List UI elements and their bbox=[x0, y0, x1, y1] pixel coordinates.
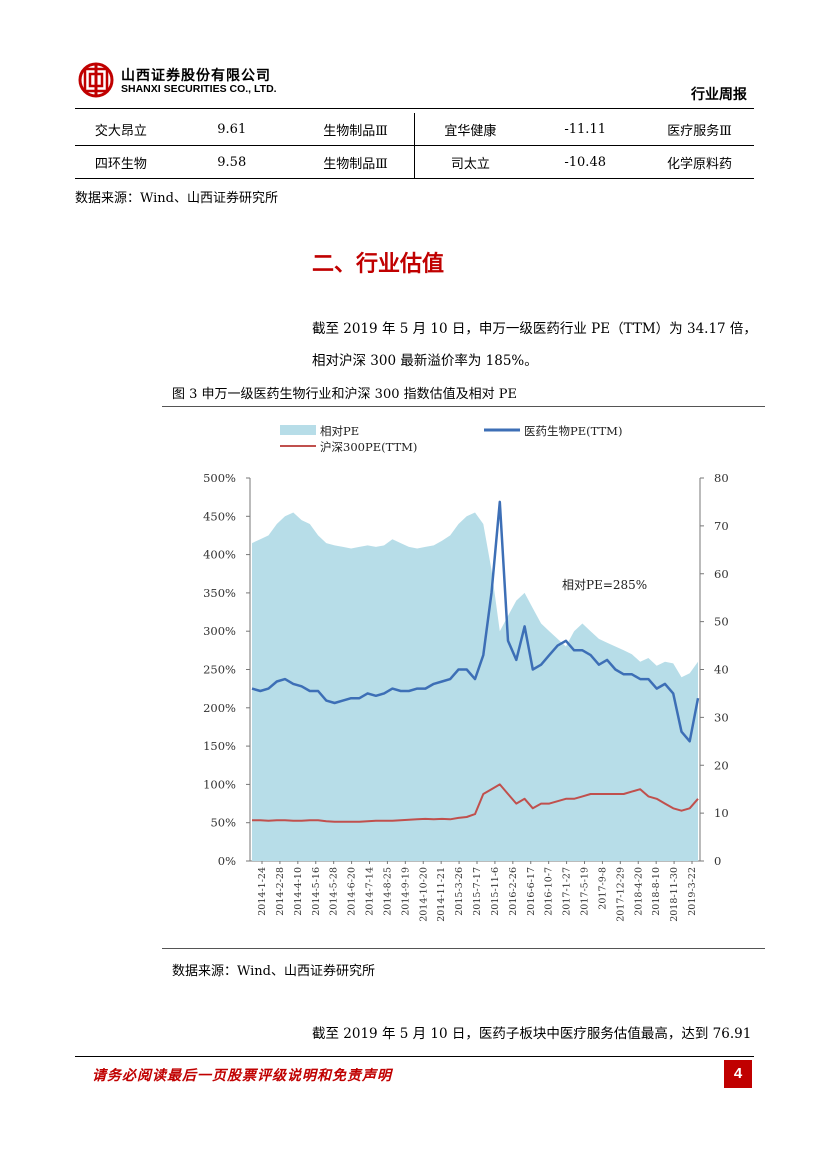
table-cell: 交大昂立 bbox=[94, 123, 147, 139]
y-right-tick-label: 20 bbox=[714, 758, 729, 772]
company-name-en: SHANXI SECURITIES CO., LTD. bbox=[121, 83, 277, 95]
x-tick-label: 2015-11-6 bbox=[490, 867, 501, 916]
page-number: 4 bbox=[724, 1060, 752, 1088]
x-tick-label: 2017-1-27 bbox=[562, 867, 573, 916]
x-tick-label: 2017-9-8 bbox=[597, 867, 608, 910]
y-left-tick-label: 150% bbox=[203, 739, 236, 753]
x-tick-label: 2015-3-26 bbox=[454, 867, 465, 916]
legend-label: 医药生物PE(TTM) bbox=[524, 424, 622, 438]
series-pharma-pe-line bbox=[251, 500, 700, 743]
figure-bottom-rule bbox=[162, 948, 765, 949]
x-tick-label: 2018-4-20 bbox=[633, 867, 644, 916]
x-tick-label: 2014-2-28 bbox=[275, 867, 286, 916]
x-tick-label: 2018-8-10 bbox=[651, 867, 662, 916]
x-tick-label: 2014-8-25 bbox=[382, 867, 393, 916]
body-paragraph: 截至 2019 年 5 月 10 日，医药子板块中医疗服务估值最高，达到 76.… bbox=[312, 1026, 752, 1042]
table-cell: 生物制品Ⅲ bbox=[323, 123, 388, 139]
table-cell: 宜华健康 bbox=[414, 113, 526, 146]
y-right-tick-label: 80 bbox=[714, 471, 729, 485]
y-left-tick-label: 250% bbox=[203, 663, 236, 677]
x-tick-label: 2014-6-20 bbox=[347, 867, 358, 916]
y-left-tick-label: 450% bbox=[203, 509, 236, 523]
y-left-tick-label: 350% bbox=[203, 586, 236, 600]
series-relative-pe-area bbox=[252, 512, 698, 861]
legend-swatch-relative bbox=[280, 425, 316, 435]
x-tick-label: 2017-5-19 bbox=[580, 867, 591, 916]
x-tick-label: 2019-3-22 bbox=[687, 867, 698, 916]
series-hs300-pe-line bbox=[252, 783, 699, 823]
table-cell: -11.11 bbox=[564, 121, 606, 137]
legend-label: 沪深300PE(TTM) bbox=[320, 440, 417, 454]
x-tick-label: 2016-10-7 bbox=[544, 867, 555, 916]
disclaimer-link[interactable]: 请务必阅读最后一页股票评级说明和免责声明 bbox=[92, 1068, 392, 1084]
y-right-tick-label: 70 bbox=[714, 519, 729, 533]
header-divider bbox=[75, 108, 754, 109]
y-right-tick-label: 10 bbox=[714, 806, 729, 820]
body-paragraph: 相对沪深 300 最新溢价率为 185%。 bbox=[312, 353, 538, 369]
x-tick-label: 2018-11-30 bbox=[669, 867, 680, 922]
y-left-tick-label: 100% bbox=[203, 777, 236, 791]
x-tick-label: 2014-5-16 bbox=[311, 867, 322, 916]
x-tick-label: 2015-7-17 bbox=[472, 867, 483, 916]
report-type-label: 行业周报 bbox=[691, 87, 747, 103]
table-cell: 9.58 bbox=[217, 154, 247, 170]
chart-annotation: 相对PE=285% bbox=[562, 578, 647, 592]
y-right-tick-label: 0 bbox=[714, 854, 721, 868]
x-tick-label: 2016-6-17 bbox=[526, 867, 537, 916]
figure-title: 图 3 申万一级医药生物行业和沪深 300 指数估值及相对 PE bbox=[172, 387, 517, 402]
y-right-tick-label: 60 bbox=[714, 567, 729, 581]
x-tick-label: 2014-5-28 bbox=[329, 867, 340, 916]
data-source-note: 数据来源：Wind、山西证券研究所 bbox=[75, 191, 278, 206]
stock-movers-table: 交大昂立 9.61 生物制品Ⅲ 宜华健康 -11.11 医疗服务Ⅲ 四环生物 9… bbox=[75, 113, 754, 179]
y-right-tick-label: 30 bbox=[714, 710, 729, 724]
body-paragraph: 截至 2019 年 5 月 10 日，申万一级医药行业 PE（TTM）为 34.… bbox=[312, 321, 757, 337]
table-row: 交大昂立 9.61 生物制品Ⅲ 宜华健康 -11.11 医疗服务Ⅲ bbox=[75, 113, 754, 146]
table-cell: 四环生物 bbox=[94, 156, 147, 172]
x-tick-label: 2014-7-14 bbox=[365, 867, 376, 916]
data-source-note: 数据来源：Wind、山西证券研究所 bbox=[172, 964, 375, 979]
section-title: 二、行业估值 bbox=[312, 252, 445, 277]
footer-divider bbox=[75, 1056, 754, 1057]
legend-label: 相对PE bbox=[320, 424, 359, 438]
valuation-chart: 相对PE 医药生物PE(TTM) 沪深300PE(TTM) 0% 50% 100% 1… bbox=[203, 424, 729, 922]
x-tick-label: 2014-4-10 bbox=[293, 867, 304, 916]
x-tick-label: 2017-12-29 bbox=[615, 867, 626, 922]
table-cell: 生物制品Ⅲ bbox=[323, 156, 388, 172]
x-tick-label: 2014-9-19 bbox=[400, 867, 411, 916]
table-cell: 医疗服务Ⅲ bbox=[667, 123, 732, 139]
y-right-tick-label: 40 bbox=[714, 663, 729, 677]
table-cell: 9.61 bbox=[217, 121, 247, 137]
y-left-tick-label: 300% bbox=[203, 624, 236, 638]
company-name-cn: 山西证券股份有限公司 bbox=[121, 68, 271, 84]
y-left-tick-label: 200% bbox=[203, 701, 236, 715]
y-left-tick-label: 0% bbox=[218, 854, 236, 868]
x-tick-label: 2016-2-26 bbox=[508, 867, 519, 916]
y-left-tick-label: 400% bbox=[203, 548, 236, 562]
table-row: 四环生物 9.58 生物制品Ⅲ 司太立 -10.48 化学原料药 bbox=[75, 145, 754, 179]
x-tick-label: 2014-11-21 bbox=[436, 867, 447, 922]
x-tick-label: 2014-10-20 bbox=[418, 867, 429, 922]
y-left-tick-label: 500% bbox=[203, 471, 236, 485]
table-cell: 化学原料药 bbox=[667, 156, 733, 172]
y-right-tick-label: 50 bbox=[714, 615, 729, 629]
chart-legend: 相对PE 医药生物PE(TTM) 沪深300PE(TTM) bbox=[280, 424, 622, 454]
x-tick-label: 2014-1-24 bbox=[257, 867, 268, 916]
figure-top-rule bbox=[162, 406, 765, 407]
table-cell: 司太立 bbox=[414, 145, 526, 179]
company-logo-icon bbox=[78, 62, 114, 98]
table-cell: -10.48 bbox=[564, 154, 606, 170]
y-left-tick-label: 50% bbox=[210, 816, 236, 830]
